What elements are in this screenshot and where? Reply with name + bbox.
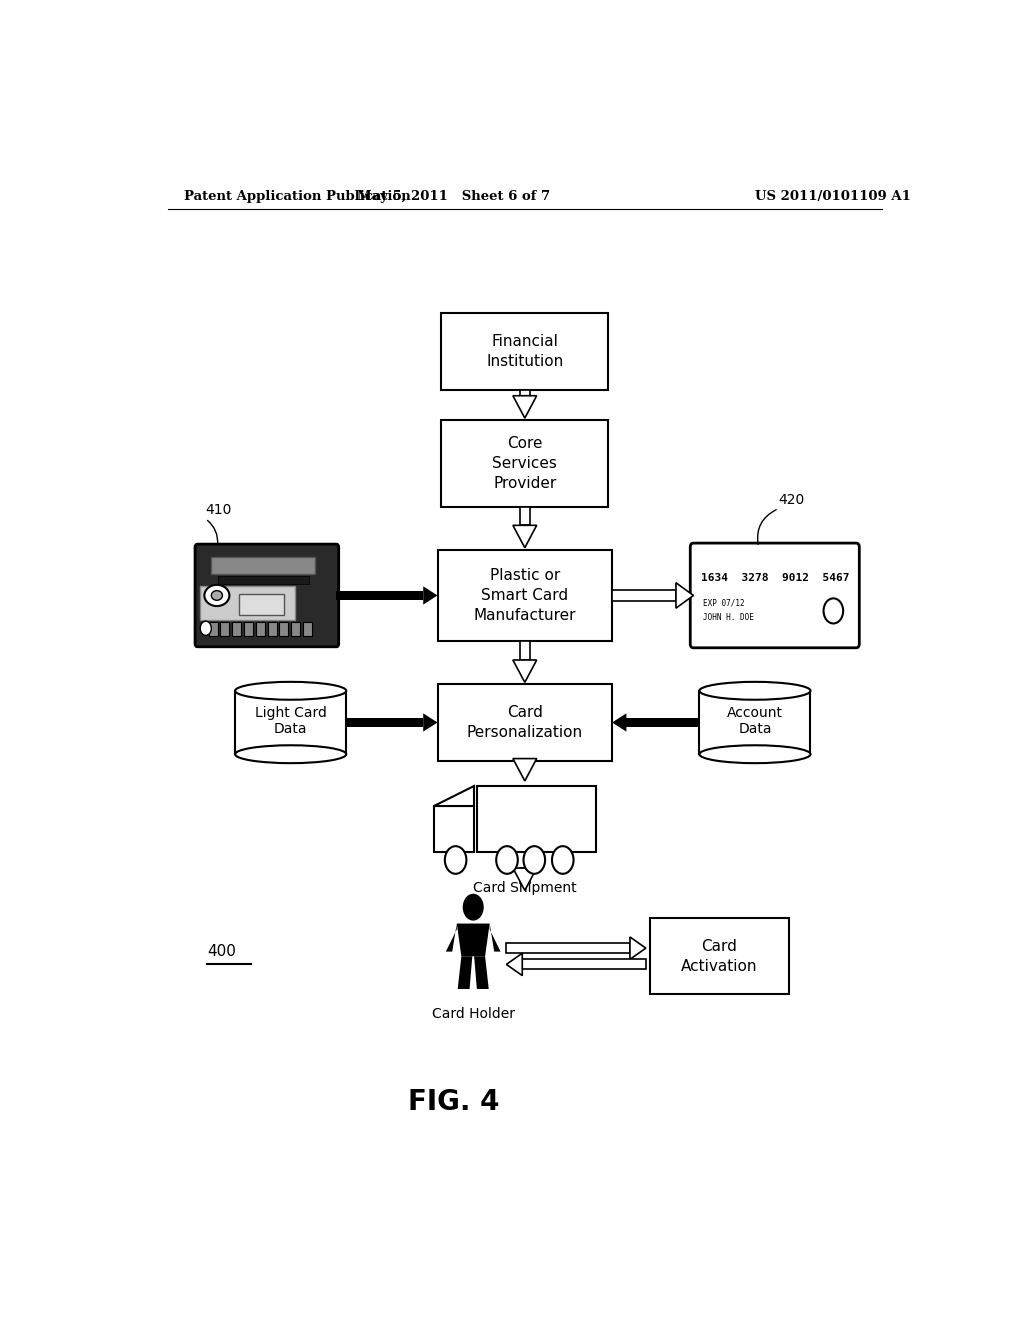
Text: 400: 400 <box>207 944 237 958</box>
Polygon shape <box>513 396 537 418</box>
FancyBboxPatch shape <box>690 543 859 648</box>
Bar <box>519 759 530 760</box>
Circle shape <box>201 622 211 635</box>
Circle shape <box>823 598 843 623</box>
Text: EXP 07/12: EXP 07/12 <box>703 599 744 607</box>
Text: Card
Activation: Card Activation <box>681 939 758 974</box>
Circle shape <box>552 846 573 874</box>
Ellipse shape <box>205 585 229 606</box>
Text: Card Shipment: Card Shipment <box>473 880 577 895</box>
Bar <box>267 623 276 636</box>
Bar <box>232 623 242 636</box>
Text: JOHN H. DOE: JOHN H. DOE <box>703 614 754 622</box>
Polygon shape <box>513 759 537 781</box>
Polygon shape <box>513 525 537 548</box>
Text: Core
Services
Provider: Core Services Provider <box>493 436 557 491</box>
Text: 420: 420 <box>778 492 805 507</box>
Text: 410: 410 <box>206 503 231 516</box>
Bar <box>336 591 423 601</box>
Bar <box>244 623 253 636</box>
Bar <box>201 586 295 619</box>
Bar <box>699 690 811 754</box>
Bar <box>346 718 423 727</box>
FancyBboxPatch shape <box>195 544 339 647</box>
Text: FIG. 4: FIG. 4 <box>408 1088 499 1115</box>
Ellipse shape <box>211 590 222 601</box>
Text: Financial
Institution: Financial Institution <box>486 334 563 368</box>
Text: Patent Application Publication: Patent Application Publication <box>183 190 411 202</box>
Polygon shape <box>513 660 537 682</box>
Bar <box>218 576 308 583</box>
Text: Card
Personalization: Card Personalization <box>467 705 583 741</box>
Polygon shape <box>676 582 693 609</box>
Bar <box>280 623 289 636</box>
Bar <box>209 623 217 636</box>
Polygon shape <box>433 785 474 805</box>
Bar <box>507 942 630 953</box>
Bar <box>612 590 676 601</box>
Polygon shape <box>458 956 472 989</box>
Bar <box>437 684 612 760</box>
Ellipse shape <box>236 682 346 700</box>
Bar <box>650 919 788 994</box>
Polygon shape <box>507 953 522 975</box>
Polygon shape <box>513 869 537 891</box>
Circle shape <box>523 846 545 874</box>
Polygon shape <box>630 937 646 960</box>
Text: May 5, 2011   Sheet 6 of 7: May 5, 2011 Sheet 6 of 7 <box>356 190 550 202</box>
Bar <box>519 642 530 660</box>
Bar <box>236 682 345 690</box>
Bar <box>291 623 300 636</box>
Polygon shape <box>445 924 457 952</box>
Bar <box>211 557 315 574</box>
Bar <box>441 313 608 389</box>
Polygon shape <box>489 924 501 952</box>
Bar <box>700 682 810 690</box>
Bar <box>433 805 474 851</box>
Circle shape <box>463 894 483 920</box>
Bar <box>477 785 596 851</box>
Text: Light Card
Data: Light Card Data <box>255 706 327 735</box>
Text: US 2011/0101109 A1: US 2011/0101109 A1 <box>755 190 910 202</box>
Bar <box>236 690 346 754</box>
Text: Card Holder: Card Holder <box>432 1007 515 1022</box>
Polygon shape <box>457 924 489 956</box>
Bar <box>220 623 229 636</box>
Circle shape <box>497 846 518 874</box>
Ellipse shape <box>236 746 346 763</box>
Polygon shape <box>423 713 437 731</box>
Text: Account
Data: Account Data <box>727 706 783 735</box>
Ellipse shape <box>699 682 811 700</box>
Polygon shape <box>423 586 437 605</box>
Circle shape <box>444 846 466 874</box>
Bar <box>519 869 530 883</box>
Bar <box>256 623 265 636</box>
Bar <box>437 549 612 642</box>
Bar <box>519 389 530 396</box>
Text: 1634  3278  9012  5467: 1634 3278 9012 5467 <box>700 573 849 583</box>
Polygon shape <box>474 956 488 989</box>
Text: Plastic or
Smart Card
Manufacturer: Plastic or Smart Card Manufacturer <box>473 568 577 623</box>
Bar <box>239 594 284 615</box>
Bar <box>303 623 312 636</box>
Bar <box>519 507 530 525</box>
Ellipse shape <box>699 746 811 763</box>
Bar <box>627 718 699 727</box>
Polygon shape <box>612 713 627 731</box>
Bar <box>522 960 646 969</box>
Bar <box>441 420 608 507</box>
